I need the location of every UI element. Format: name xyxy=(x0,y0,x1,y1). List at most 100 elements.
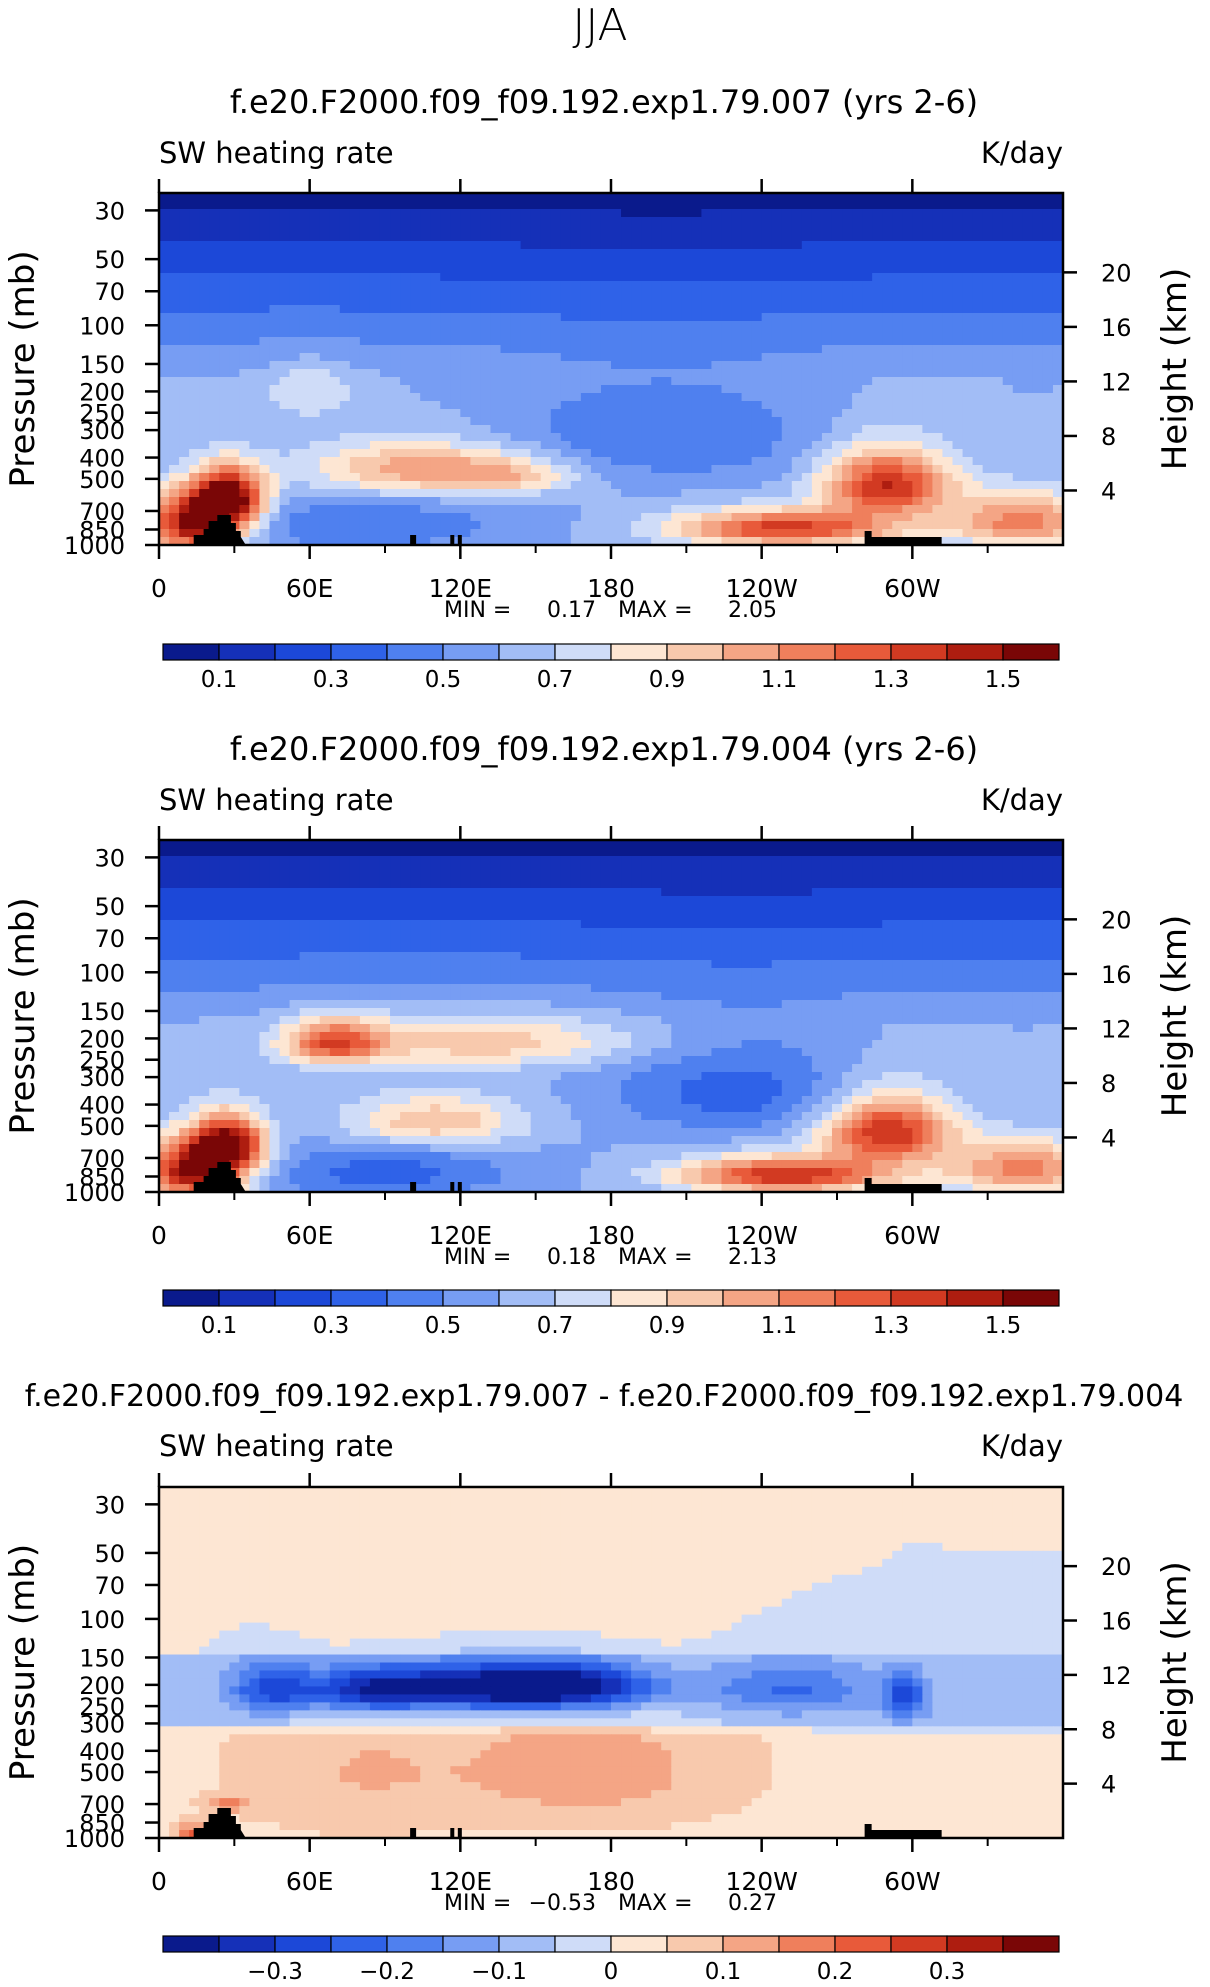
field-cell xyxy=(1022,489,1034,498)
field-cell xyxy=(1052,273,1064,282)
field-cell xyxy=(550,904,562,913)
field-cell xyxy=(731,896,743,905)
field-cell xyxy=(641,904,652,913)
field-cell xyxy=(600,377,612,386)
field-cell xyxy=(631,361,642,370)
field-cell xyxy=(661,417,672,426)
field-cell xyxy=(731,840,743,849)
field-cell xyxy=(611,393,622,402)
field-cell xyxy=(942,273,954,282)
field-cell xyxy=(741,896,753,905)
field-cell xyxy=(701,401,713,410)
field-cell xyxy=(761,369,773,378)
field-cell xyxy=(510,489,522,498)
field-cell xyxy=(530,489,542,498)
colorbar-swatch xyxy=(778,643,836,661)
field-cell xyxy=(390,225,401,234)
field-cell xyxy=(992,321,1004,330)
field-cell xyxy=(842,449,853,458)
field-cell xyxy=(902,217,913,226)
field-cell xyxy=(922,912,934,921)
field-cell xyxy=(1052,393,1064,402)
field-cell xyxy=(611,193,622,202)
field-cell xyxy=(359,896,371,905)
field-cell xyxy=(199,513,210,522)
field-cell xyxy=(681,265,692,274)
field-cell xyxy=(781,281,793,290)
field-cell xyxy=(379,433,391,442)
field-cell xyxy=(329,393,341,402)
field-cell xyxy=(1052,409,1064,418)
field-cell xyxy=(721,872,733,881)
field-cell xyxy=(1052,840,1064,849)
field-cell xyxy=(791,473,803,482)
field-cell xyxy=(289,377,301,386)
field-cell xyxy=(852,201,863,210)
field-cell xyxy=(852,529,863,538)
field-cell xyxy=(359,465,371,474)
field-cell xyxy=(831,521,843,530)
field-cell xyxy=(1052,505,1064,514)
field-cell xyxy=(932,465,944,474)
field-cell xyxy=(349,457,361,466)
field-cell xyxy=(400,505,411,514)
field-cell xyxy=(932,856,944,865)
field-cell xyxy=(470,912,482,921)
field-cell xyxy=(400,449,411,458)
field-cell xyxy=(962,441,974,450)
field-cell xyxy=(811,465,823,474)
field-cell xyxy=(932,457,944,466)
field-cell xyxy=(299,377,311,386)
field-cell xyxy=(470,856,482,865)
field-cell xyxy=(580,848,592,857)
field-cell xyxy=(811,313,823,322)
field-cell xyxy=(520,225,532,234)
field-cell xyxy=(731,273,743,282)
field-cell xyxy=(440,377,451,386)
field-cell xyxy=(1042,313,1054,322)
field-cell xyxy=(721,888,733,897)
field-cell xyxy=(319,361,331,370)
field-cell xyxy=(1042,249,1054,258)
field-cell xyxy=(289,201,301,210)
field-cell xyxy=(339,297,351,306)
field-cell xyxy=(801,497,813,506)
field-cell xyxy=(289,337,301,346)
field-cell xyxy=(1002,904,1014,913)
field-cell xyxy=(801,313,813,322)
field-cell xyxy=(319,401,331,410)
field-cell xyxy=(550,209,562,218)
height-tick-label: 20 xyxy=(1101,259,1132,287)
field-cell xyxy=(530,377,542,386)
field-cell xyxy=(992,457,1004,466)
field-cell xyxy=(460,449,471,458)
field-cell xyxy=(329,481,341,490)
field-cell xyxy=(671,457,682,466)
field-cell xyxy=(359,313,371,322)
field-cell xyxy=(942,497,954,506)
field-cell xyxy=(611,912,622,921)
field-cell xyxy=(912,321,923,330)
field-cell xyxy=(590,273,602,282)
field-cell xyxy=(189,409,200,418)
field-cell xyxy=(651,912,662,921)
field-cell xyxy=(801,521,813,530)
field-cell xyxy=(751,321,763,330)
field-cell xyxy=(450,401,461,410)
field-cell xyxy=(721,321,733,330)
field-cell xyxy=(400,401,411,410)
field-cell xyxy=(872,233,883,242)
field-cell xyxy=(842,912,853,921)
field-cell xyxy=(831,489,843,498)
field-cell xyxy=(922,521,934,530)
field-cell xyxy=(882,401,893,410)
field-cell xyxy=(831,481,843,490)
field-cell xyxy=(400,537,411,546)
field-cell xyxy=(791,193,803,202)
field-cell xyxy=(359,457,371,466)
field-cell xyxy=(440,337,451,346)
field-cell xyxy=(359,529,371,538)
field-cell xyxy=(570,313,582,322)
field-cell xyxy=(872,193,883,202)
field-cell xyxy=(801,305,813,314)
